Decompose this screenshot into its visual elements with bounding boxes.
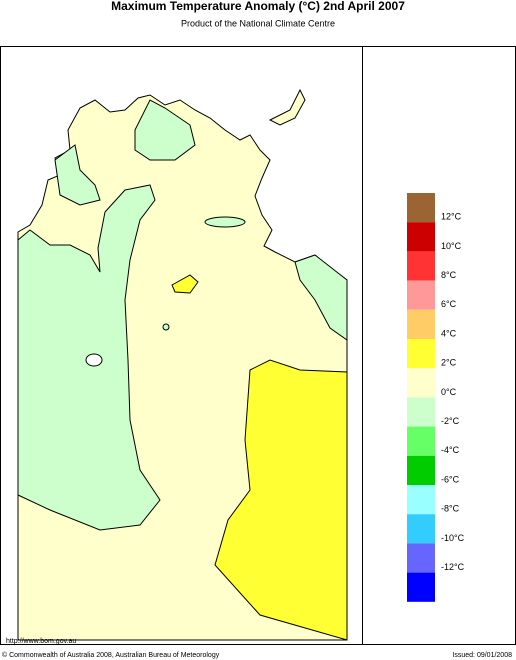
title: Maximum Temperature Anomaly (°C) 2nd Apr… [111,0,405,13]
legend-label: -8°C [441,504,460,514]
land-anomaly-0-minus2 [54,144,101,206]
legend-swatch [407,251,435,281]
legend-label: -4°C [441,445,460,455]
legend-label: 2°C [441,358,457,368]
legend-label: 6°C [441,299,457,309]
legend-swatch [407,572,435,602]
map [17,88,348,641]
legend-swatch [407,309,435,339]
legend-label: 4°C [441,328,457,338]
legend-swatch [407,339,435,369]
legend-swatch [407,280,435,310]
legend-label: -12°C [441,562,465,572]
legend-label: 10°C [441,241,462,251]
issued: Issued: 09/01/2008 [452,652,512,659]
legend-swatch [407,455,435,485]
legend-label: 0°C [441,387,457,397]
legend-swatch [407,368,435,398]
island-spot [204,216,246,228]
land-anomaly-0-minus2 [134,99,196,161]
island [268,88,306,126]
url: http://www.bom.gov.au [6,638,76,645]
legend: 12°C 10°C 8°C 6°C 4°C 2°C 0°C -2°C -4°C -6°C -8°C -… [407,193,465,602]
legend-swatch [407,543,435,573]
legend-label: 8°C [441,270,457,280]
island-spot [162,323,170,331]
land-anomaly-2-4 [214,359,348,641]
legend-label: -10°C [441,533,465,543]
legend-swatch [407,193,435,223]
legend-swatch [407,222,435,252]
legend-swatch [407,426,435,456]
legend-swatch [407,514,435,544]
island-spot [85,353,103,367]
legend-label: 12°C [441,212,462,222]
land-anomaly-2-4 [171,274,199,294]
land-anomaly-0-minus2 [294,254,348,341]
legend-label: -2°C [441,416,460,426]
legend-label: -6°C [441,474,460,484]
legend-swatch [407,485,435,515]
subtitle: Product of the National Climate Centre [181,18,335,28]
legend-swatch [407,397,435,427]
copyright: © Commonwealth of Australia 2008, Austra… [2,651,220,659]
